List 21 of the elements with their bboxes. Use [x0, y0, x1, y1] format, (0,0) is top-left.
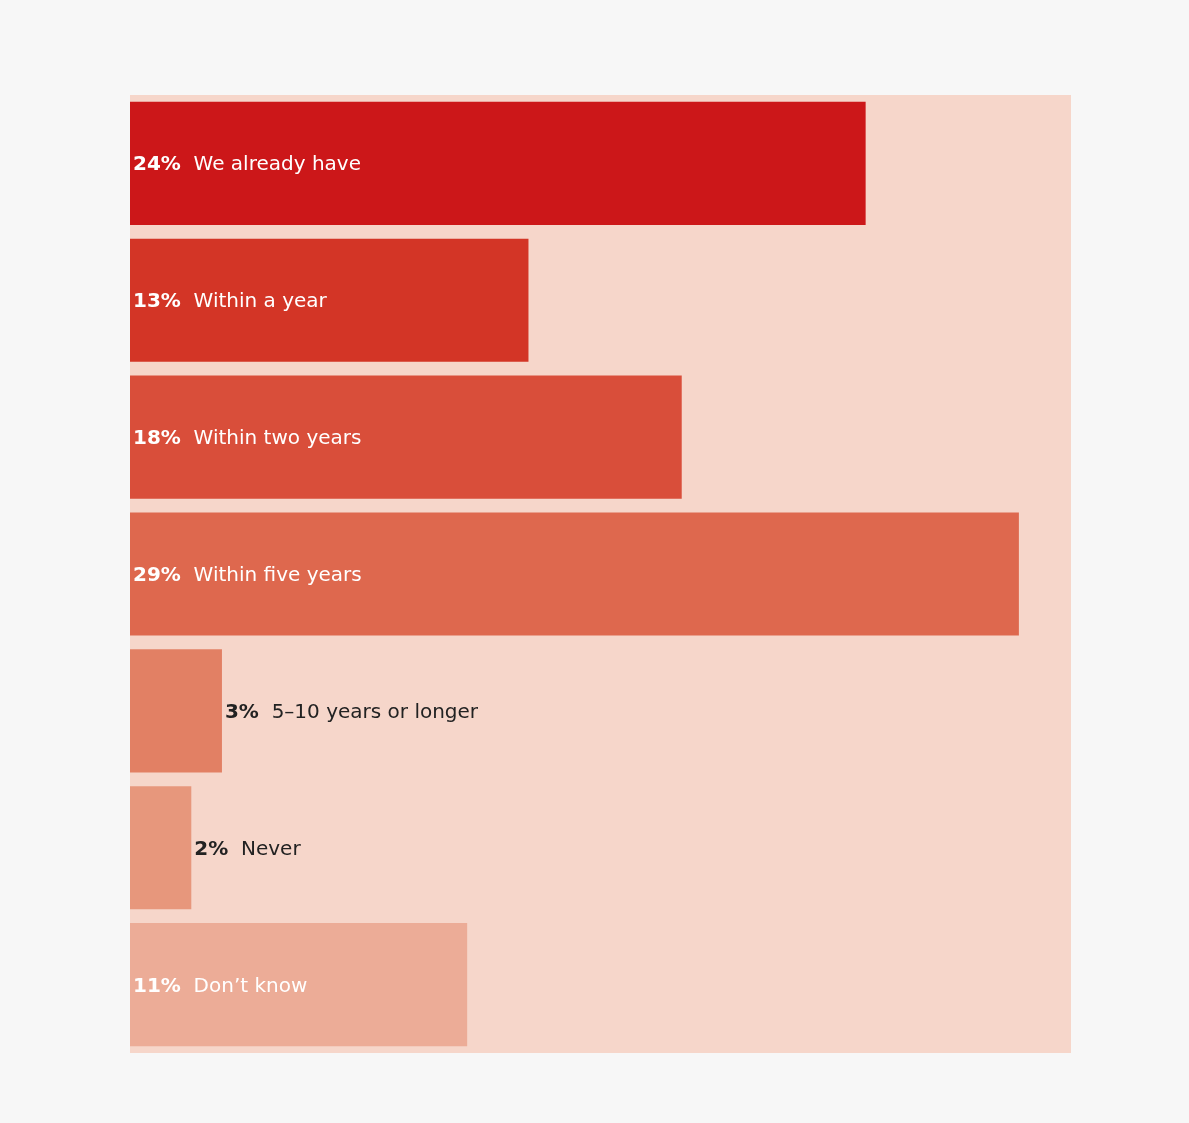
y-tick-label: Never [240, 835, 301, 860]
data-label: 11% [133, 972, 181, 997]
y-tick-label: Within two years [193, 425, 362, 450]
bar [130, 649, 222, 773]
data-label: 29% [133, 562, 181, 586]
data-label: 13% [133, 288, 181, 313]
data-label: 3% [224, 698, 259, 723]
data-label: 24% [133, 151, 181, 176]
bar [130, 375, 682, 499]
y-tick-label: Don’t know [193, 972, 308, 997]
data-label: 2% [194, 835, 229, 860]
bar [130, 512, 1019, 636]
bar [130, 922, 468, 1047]
bar [130, 238, 529, 362]
y-tick-label: Within a year [193, 288, 327, 313]
bar [130, 786, 192, 910]
data-label: 18% [133, 425, 181, 450]
y-tick-label: We already have [193, 151, 361, 176]
bar [130, 101, 866, 226]
y-tick-label: Within five years [193, 562, 362, 586]
y-tick-label: 5–10 years or longer [271, 698, 479, 723]
